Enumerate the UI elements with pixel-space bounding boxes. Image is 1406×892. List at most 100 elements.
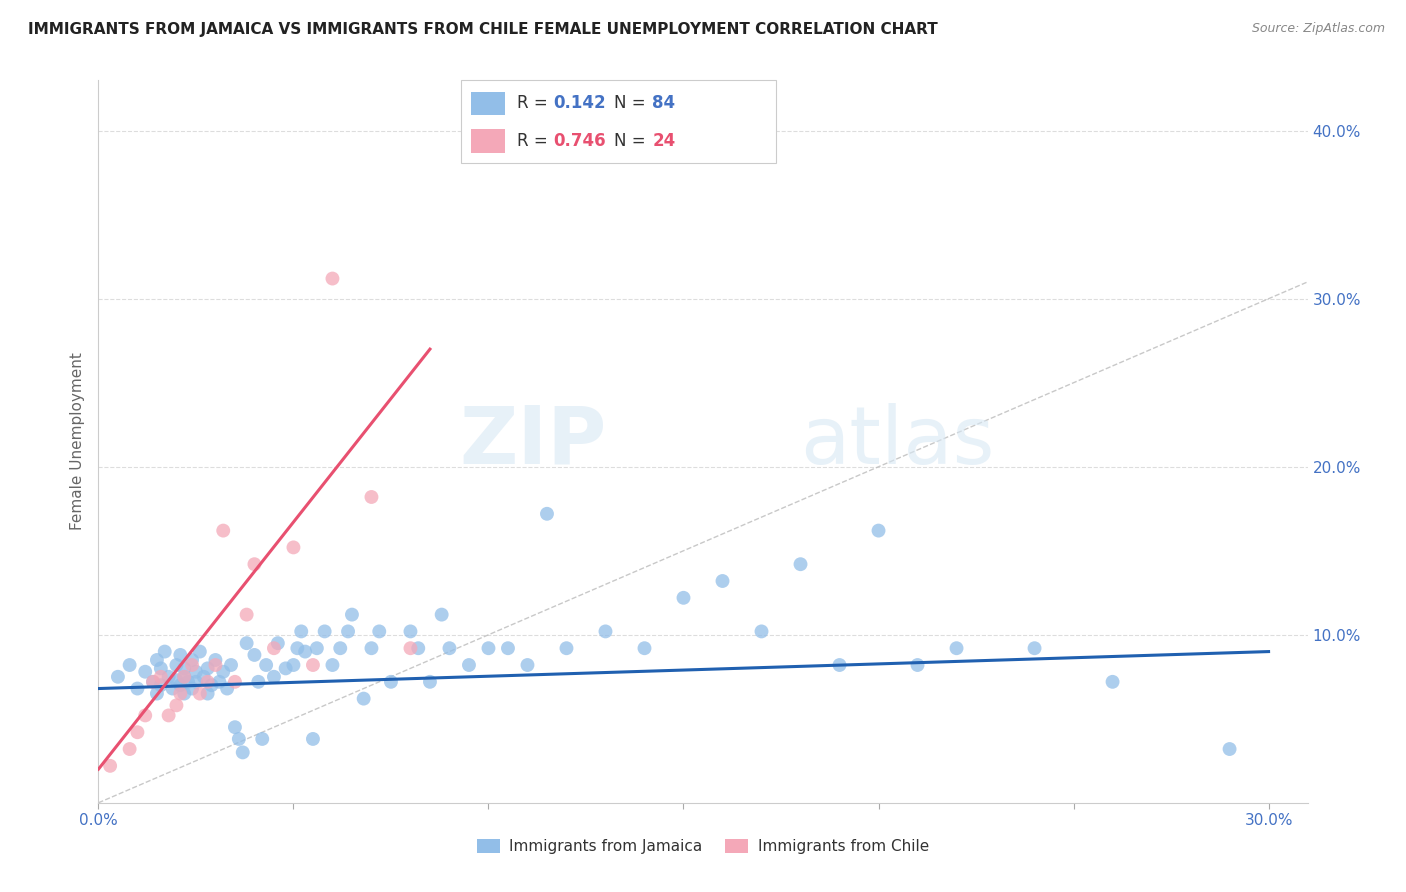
Point: [516, 658, 538, 673]
Point: [235, 636, 257, 650]
Point: [177, 674, 200, 689]
Y-axis label: Female Unemployment: Female Unemployment: [69, 352, 84, 531]
Point: [217, 681, 239, 696]
Point: [197, 661, 219, 675]
Point: [1219, 742, 1241, 756]
Point: [173, 670, 195, 684]
Point: [247, 674, 270, 689]
Point: [149, 661, 172, 675]
Point: [368, 624, 391, 639]
Text: R =: R =: [517, 132, 553, 150]
Point: [224, 674, 246, 689]
Point: [212, 665, 235, 679]
Point: [157, 670, 180, 684]
Point: [555, 641, 578, 656]
Point: [228, 731, 250, 746]
Point: [907, 658, 929, 673]
Point: [711, 574, 734, 588]
Point: [224, 720, 246, 734]
Point: [173, 670, 195, 684]
Point: [283, 541, 305, 555]
Point: [406, 641, 429, 656]
Point: [360, 641, 382, 656]
Point: [329, 641, 352, 656]
Point: [107, 670, 129, 684]
Point: [197, 674, 219, 689]
Point: [184, 674, 207, 689]
Point: [169, 678, 191, 692]
Point: [134, 708, 156, 723]
Point: [118, 658, 141, 673]
Text: 24: 24: [652, 132, 675, 150]
Point: [828, 658, 851, 673]
Point: [173, 687, 195, 701]
Point: [314, 624, 336, 639]
Point: [672, 591, 695, 605]
Point: [294, 644, 316, 658]
Point: [380, 674, 402, 689]
Point: [146, 687, 169, 701]
Point: [302, 658, 325, 673]
Point: [945, 641, 967, 656]
Point: [340, 607, 363, 622]
Point: [868, 524, 890, 538]
Point: [439, 641, 461, 656]
Point: [169, 687, 191, 701]
Point: [165, 698, 187, 713]
FancyBboxPatch shape: [471, 129, 505, 153]
Text: 84: 84: [652, 95, 675, 112]
Point: [146, 653, 169, 667]
Point: [302, 731, 325, 746]
Point: [283, 658, 305, 673]
Point: [197, 687, 219, 701]
Point: [252, 731, 274, 746]
Point: [181, 681, 204, 696]
Point: [263, 641, 285, 656]
Point: [162, 681, 184, 696]
Point: [263, 670, 285, 684]
Point: [134, 665, 156, 679]
Point: [149, 678, 172, 692]
Text: N =: N =: [613, 132, 651, 150]
Point: [399, 624, 422, 639]
Point: [1101, 674, 1123, 689]
Point: [305, 641, 328, 656]
Point: [181, 653, 204, 667]
Point: [127, 681, 149, 696]
Point: [204, 658, 226, 673]
Point: [188, 644, 211, 658]
Point: [127, 725, 149, 739]
Point: [184, 665, 207, 679]
Point: [169, 648, 191, 662]
Point: [430, 607, 453, 622]
Point: [157, 708, 180, 723]
Point: [360, 490, 382, 504]
Point: [188, 687, 211, 701]
Point: [477, 641, 499, 656]
Point: [254, 658, 277, 673]
Point: [212, 524, 235, 538]
Text: atlas: atlas: [800, 402, 994, 481]
Point: [321, 271, 343, 285]
Point: [399, 641, 422, 656]
Text: R =: R =: [517, 95, 553, 112]
Point: [173, 661, 195, 675]
Text: 0.142: 0.142: [553, 95, 606, 112]
Point: [267, 636, 290, 650]
Point: [496, 641, 519, 656]
Point: [98, 759, 121, 773]
Text: N =: N =: [613, 95, 651, 112]
Point: [208, 674, 231, 689]
Point: [595, 624, 617, 639]
Point: [285, 641, 308, 656]
Point: [181, 658, 204, 673]
Point: [142, 674, 165, 689]
Point: [200, 678, 222, 692]
Point: [235, 607, 257, 622]
Text: Source: ZipAtlas.com: Source: ZipAtlas.com: [1251, 22, 1385, 36]
Point: [458, 658, 481, 673]
FancyBboxPatch shape: [471, 92, 505, 115]
Point: [751, 624, 773, 639]
Point: [165, 673, 187, 687]
Point: [165, 658, 187, 673]
